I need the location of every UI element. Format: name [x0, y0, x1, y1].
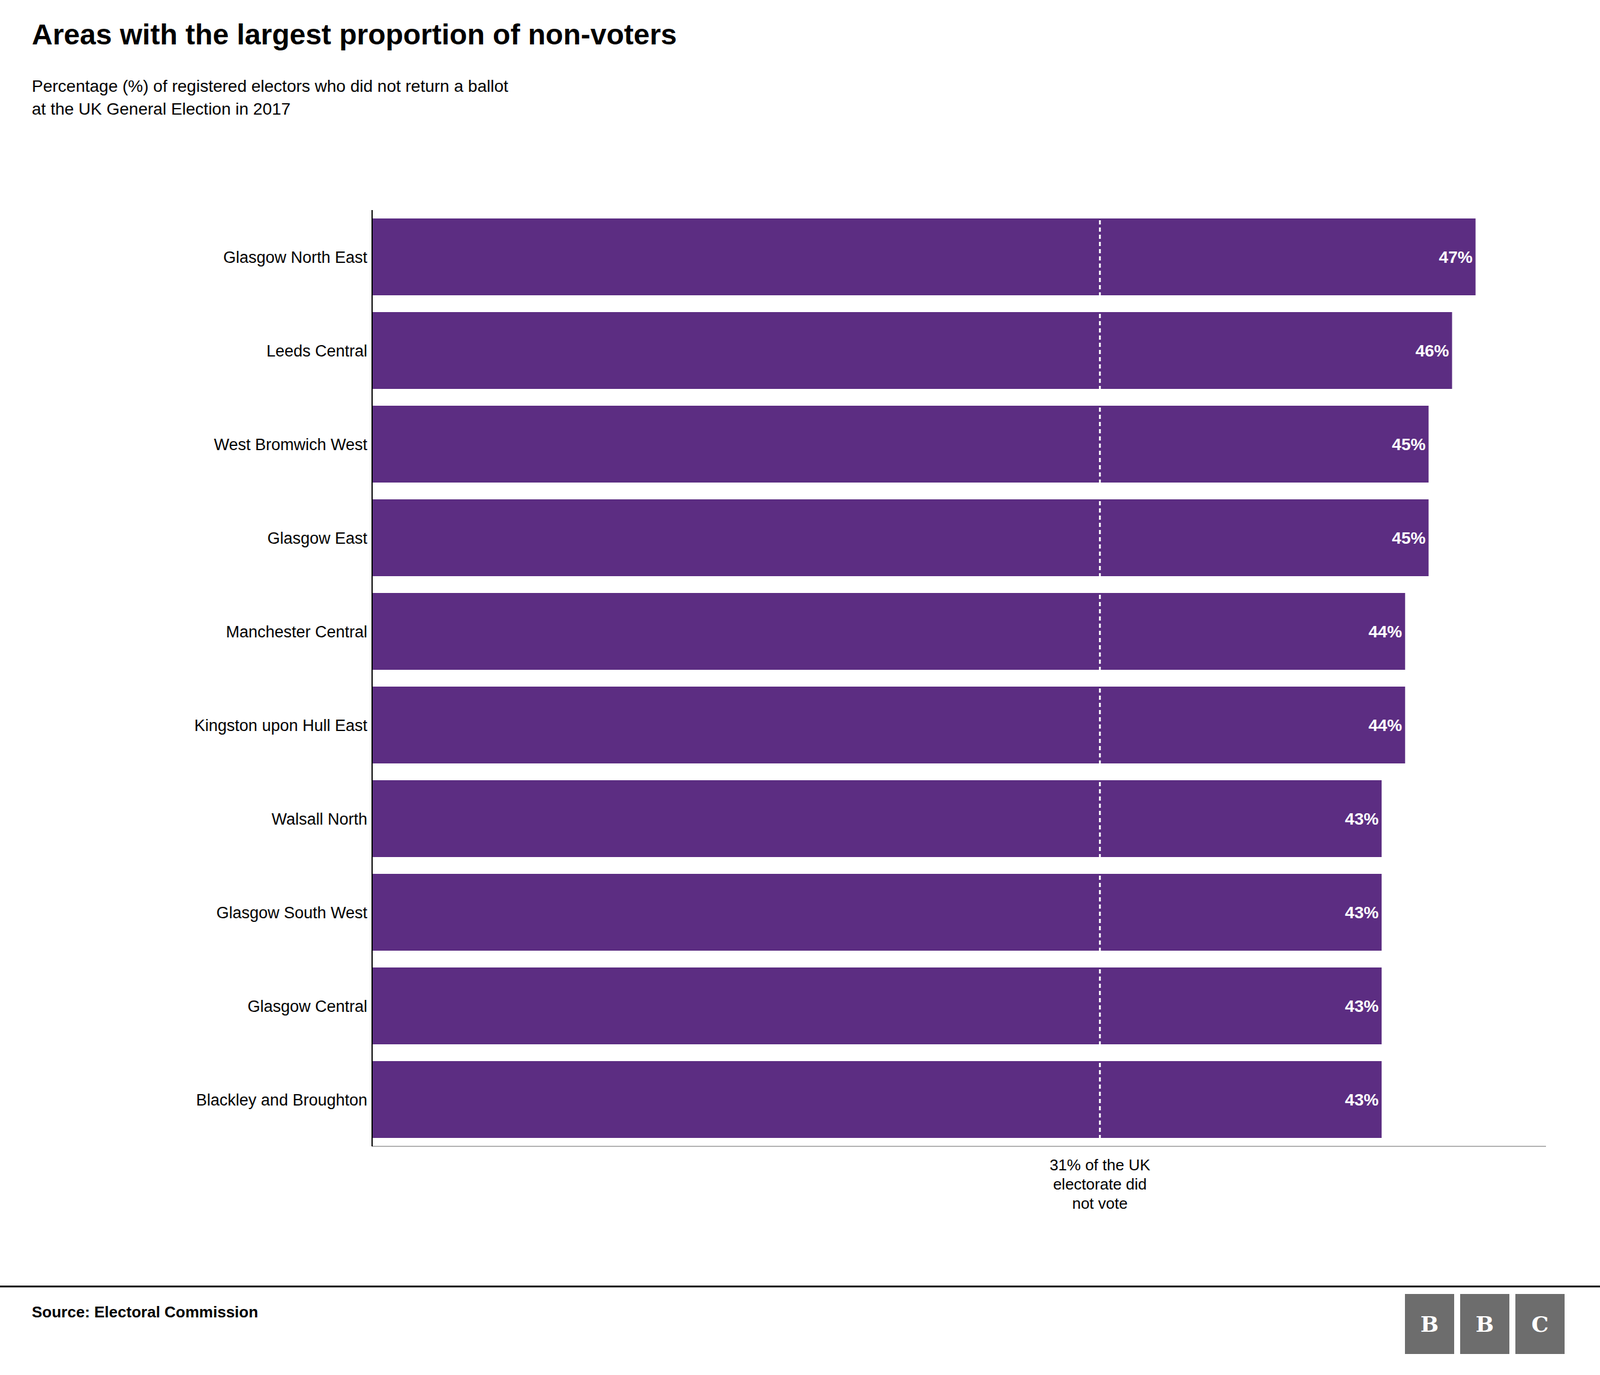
- svg-text:Glasgow East: Glasgow East: [267, 529, 368, 548]
- svg-text:Leeds Central: Leeds Central: [266, 342, 368, 361]
- html-text:B: B: [1420, 1311, 1439, 1337]
- svg-text:Walsall North: Walsall North: [271, 810, 368, 829]
- svg-text:West Bromwich West: West Bromwich West: [213, 435, 368, 454]
- svg-text:Glasgow South West: Glasgow South West: [216, 903, 368, 922]
- svg-text:Glasgow North East: Glasgow North East: [223, 248, 368, 267]
- svg-text:45%: 45%: [1391, 435, 1426, 454]
- svg-text:Kingston upon Hull East: Kingston upon Hull East: [194, 716, 368, 735]
- svg-text:43%: 43%: [1344, 809, 1379, 829]
- svg-text:44%: 44%: [1368, 622, 1402, 641]
- html-text:at the UK General Election in: at the UK General Election in 2017: [31, 99, 291, 119]
- html-text:B: B: [1475, 1311, 1494, 1337]
- svg-text:43%: 43%: [1344, 1090, 1379, 1110]
- html-text:Source: Electoral Commission: Source: Electoral Commission: [31, 1302, 259, 1321]
- svg-text:31% of the UKelectorate didnot: 31% of the UKelectorate didnot vote: [1049, 1155, 1151, 1213]
- svg-text:Blackley and Broughton: Blackley and Broughton: [196, 1091, 368, 1110]
- svg-text:Glasgow Central: Glasgow Central: [247, 997, 368, 1016]
- svg-text:47%: 47%: [1439, 247, 1473, 267]
- html-text:C: C: [1531, 1311, 1549, 1337]
- svg-text:43%: 43%: [1344, 996, 1379, 1016]
- html-text:Areas with the largest proport: Areas with the largest proportion of non…: [31, 18, 677, 51]
- html-text:Percentage (%) of registered e: Percentage (%) of registered electors wh…: [31, 76, 509, 96]
- svg-text:Manchester Central: Manchester Central: [225, 622, 368, 641]
- svg-text:44%: 44%: [1368, 715, 1402, 735]
- svg-text:45%: 45%: [1391, 528, 1426, 548]
- svg-text:43%: 43%: [1344, 903, 1379, 922]
- svg-text:46%: 46%: [1415, 341, 1449, 361]
